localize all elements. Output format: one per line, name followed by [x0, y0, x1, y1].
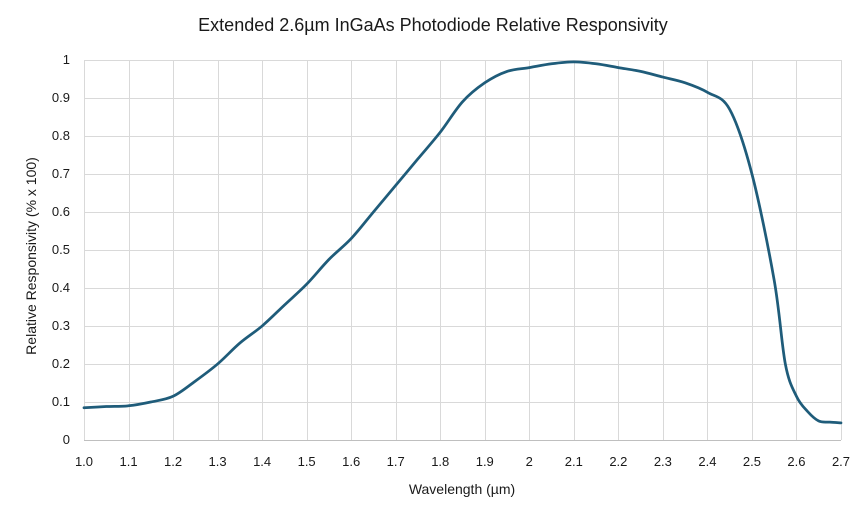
- x-tick-label: 1.2: [164, 454, 182, 469]
- x-tick-label: 1.5: [298, 454, 316, 469]
- y-tick-label: 0.8: [52, 128, 70, 143]
- x-tick-label: 1.0: [75, 454, 93, 469]
- x-axis-label: Wavelength (µm): [409, 481, 515, 497]
- y-tick-label: 0: [63, 432, 70, 447]
- y-axis-label: Relative Responsivity (% x 100): [23, 157, 39, 355]
- y-tick-label: 0.4: [52, 280, 70, 295]
- x-tick-label: 2.7: [832, 454, 850, 469]
- x-tick-label: 2: [526, 454, 533, 469]
- series-line: [82, 60, 843, 425]
- y-tick-label: 0.5: [52, 242, 70, 257]
- chart-title: Extended 2.6µm InGaAs Photodiode Relativ…: [198, 15, 668, 35]
- x-tick-label: 1.8: [431, 454, 449, 469]
- x-tick-label: 1.6: [342, 454, 360, 469]
- x-tick-label: 2.3: [654, 454, 672, 469]
- gridlines: [84, 60, 842, 440]
- y-tick-label: 0.9: [52, 90, 70, 105]
- x-tick-label: 1.7: [387, 454, 405, 469]
- x-tick-label: 1.4: [253, 454, 271, 469]
- y-tick-label: 0.7: [52, 166, 70, 181]
- x-tick-label: 2.1: [565, 454, 583, 469]
- x-tick-label: 2.2: [609, 454, 627, 469]
- y-tick-label: 0.6: [52, 204, 70, 219]
- x-tick-label: 1.3: [209, 454, 227, 469]
- x-tick-label: 2.4: [698, 454, 716, 469]
- tick-labels: 0 0.1 0.2 0.3 0.4 0.5 0.6 0.7 0.8 0.9 1 1.0 1.1 1.2 1.…: [52, 52, 850, 469]
- x-tick-label: 1.9: [476, 454, 494, 469]
- y-tick-label: 1: [63, 52, 70, 67]
- y-tick-label: 0.2: [52, 356, 70, 371]
- series-layer: [82, 60, 843, 425]
- x-tick-label: 1.1: [119, 454, 137, 469]
- y-tick-label: 0.3: [52, 318, 70, 333]
- x-tick-label: 2.6: [787, 454, 805, 469]
- y-tick-label: 0.1: [52, 394, 70, 409]
- x-tick-label: 2.5: [743, 454, 761, 469]
